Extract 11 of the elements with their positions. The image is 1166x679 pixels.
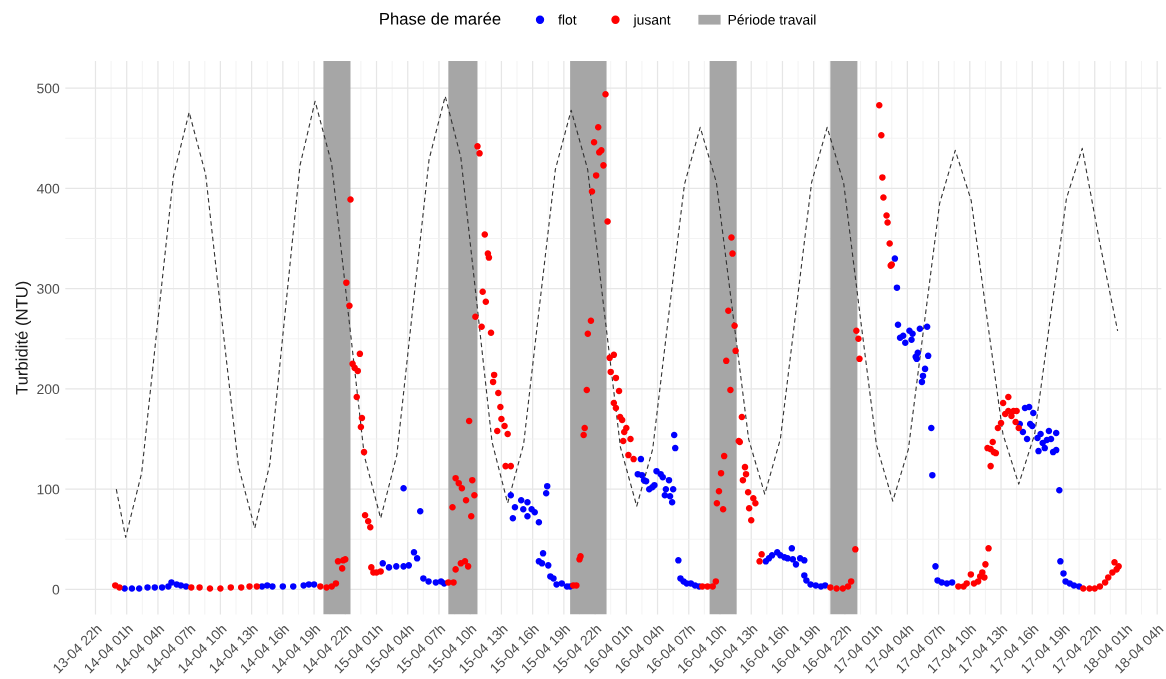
legend-label: Période travail (728, 14, 816, 25)
legend-title: Phase de marée (380, 12, 501, 25)
y-tick-label: 400 (36, 183, 60, 194)
y-tick-label: 300 (37, 284, 60, 294)
legend-label: flot (558, 14, 577, 25)
y-tick-label: 0 (52, 584, 60, 595)
y-axis-title: Turbidité (NTU) (15, 281, 32, 395)
y-tick-label: 500 (37, 83, 60, 94)
y-tick-label: 200 (37, 384, 60, 395)
legend-label: jusant (633, 14, 671, 28)
y-tick-label: 100 (37, 484, 60, 495)
